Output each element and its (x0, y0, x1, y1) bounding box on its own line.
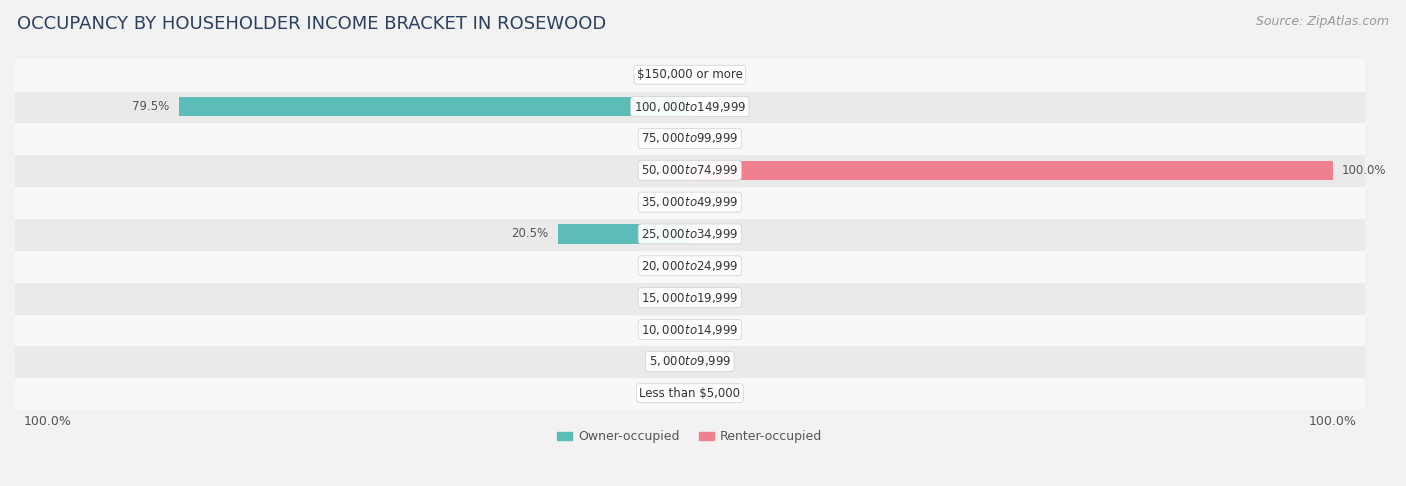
Bar (15, 122, 1365, 155)
Text: $10,000 to $14,999: $10,000 to $14,999 (641, 323, 738, 336)
Text: $25,000 to $34,999: $25,000 to $34,999 (641, 227, 738, 241)
Text: $15,000 to $19,999: $15,000 to $19,999 (641, 291, 738, 305)
Text: $35,000 to $49,999: $35,000 to $49,999 (641, 195, 738, 209)
Text: OCCUPANCY BY HOUSEHOLDER INCOME BRACKET IN ROSEWOOD: OCCUPANCY BY HOUSEHOLDER INCOME BRACKET … (17, 15, 606, 33)
Bar (15, 90, 1365, 122)
Text: 0.0%: 0.0% (651, 323, 681, 336)
Bar (15, 186, 1365, 218)
Text: 0.0%: 0.0% (699, 195, 730, 208)
Bar (690, 161, 1333, 180)
Text: 0.0%: 0.0% (699, 132, 730, 145)
Text: 0.0%: 0.0% (651, 291, 681, 304)
Text: 20.5%: 20.5% (512, 227, 548, 241)
Bar (15, 346, 1365, 377)
Text: 0.0%: 0.0% (651, 387, 681, 399)
Text: 0.0%: 0.0% (651, 260, 681, 272)
Text: $5,000 to $9,999: $5,000 to $9,999 (648, 354, 731, 368)
Text: 0.0%: 0.0% (699, 323, 730, 336)
Legend: Owner-occupied, Renter-occupied: Owner-occupied, Renter-occupied (553, 425, 827, 449)
Text: 0.0%: 0.0% (699, 100, 730, 113)
Bar (15, 313, 1365, 346)
Text: 0.0%: 0.0% (651, 164, 681, 177)
Text: 0.0%: 0.0% (699, 260, 730, 272)
Text: $75,000 to $99,999: $75,000 to $99,999 (641, 131, 738, 145)
Text: 0.0%: 0.0% (699, 227, 730, 241)
Text: 0.0%: 0.0% (651, 68, 681, 81)
Text: 0.0%: 0.0% (651, 195, 681, 208)
Bar (179, 97, 690, 116)
Text: 100.0%: 100.0% (1343, 164, 1386, 177)
Text: $50,000 to $74,999: $50,000 to $74,999 (641, 163, 738, 177)
Text: 0.0%: 0.0% (699, 291, 730, 304)
Text: $20,000 to $24,999: $20,000 to $24,999 (641, 259, 738, 273)
Bar (15, 250, 1365, 282)
Text: 0.0%: 0.0% (699, 387, 730, 399)
Text: 0.0%: 0.0% (699, 355, 730, 368)
Text: $100,000 to $149,999: $100,000 to $149,999 (634, 100, 747, 114)
Text: 0.0%: 0.0% (651, 355, 681, 368)
Text: Less than $5,000: Less than $5,000 (640, 387, 741, 399)
Bar (15, 282, 1365, 313)
Text: 0.0%: 0.0% (651, 132, 681, 145)
Text: 79.5%: 79.5% (132, 100, 169, 113)
Bar (15, 377, 1365, 409)
Bar (15, 218, 1365, 250)
Text: 0.0%: 0.0% (699, 68, 730, 81)
Bar (15, 155, 1365, 186)
Bar (15, 59, 1365, 90)
Bar (558, 225, 690, 243)
Text: $150,000 or more: $150,000 or more (637, 68, 742, 81)
Text: Source: ZipAtlas.com: Source: ZipAtlas.com (1256, 15, 1389, 28)
